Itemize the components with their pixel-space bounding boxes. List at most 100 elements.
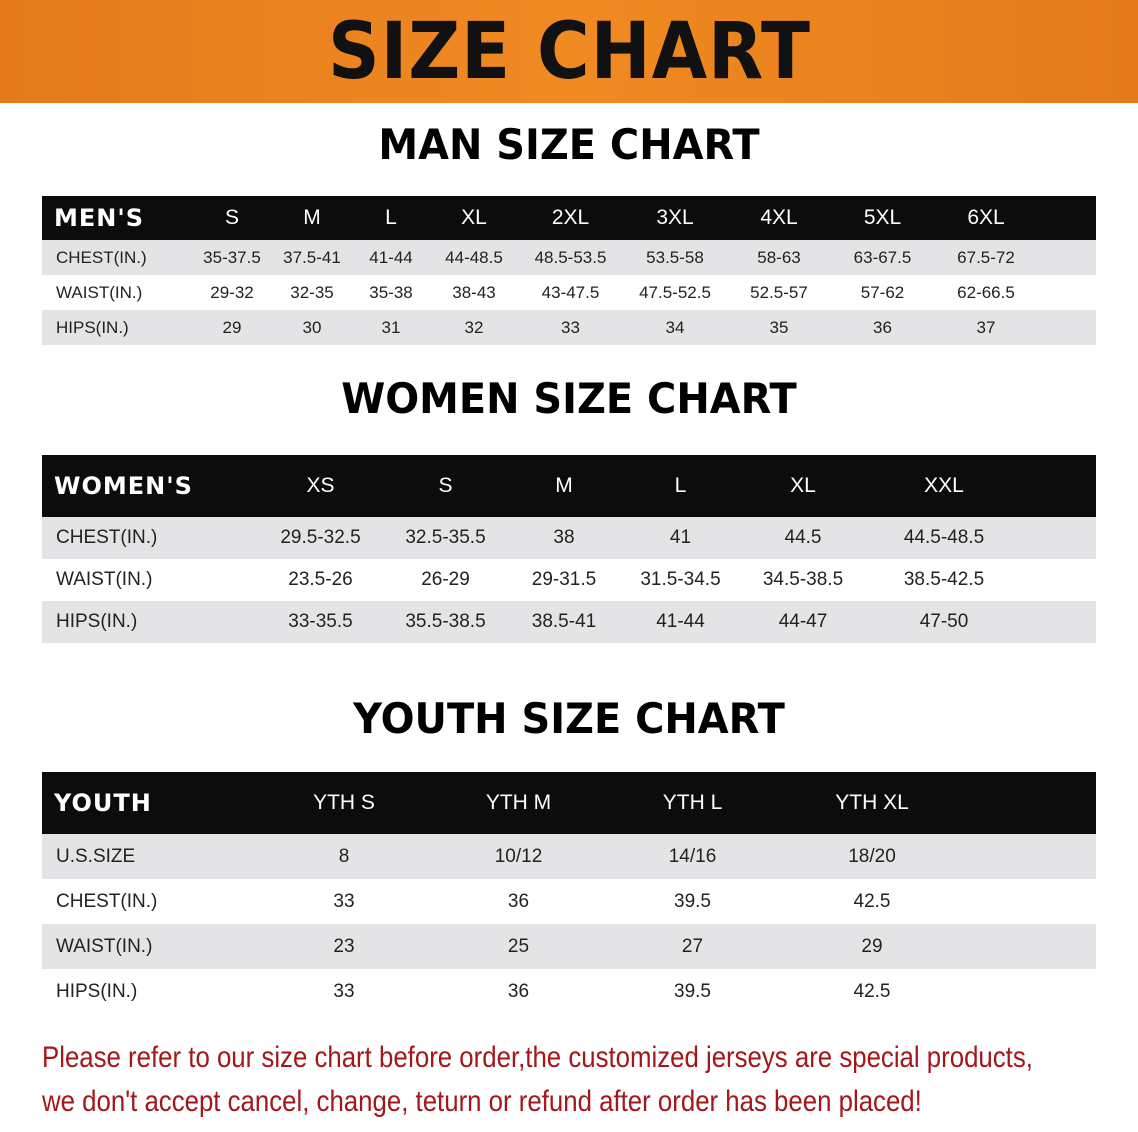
measurement-cell: 31: [352, 310, 430, 345]
measurement-cell: 39.5: [606, 879, 779, 924]
measurement-cell: 43-47.5: [518, 275, 623, 310]
measurement-cell: 36: [431, 879, 606, 924]
notice-line-1: Please refer to our size chart before or…: [42, 1041, 1033, 1074]
measurement-cell: 36: [831, 310, 934, 345]
measurement-cell: 29: [779, 924, 965, 969]
size-header: 4XL: [727, 196, 831, 240]
measurement-cell: 29: [192, 310, 272, 345]
measurement-cell: 44.5: [741, 517, 865, 559]
table-row: WAIST(IN.) 23 25 27 29: [42, 924, 1096, 969]
measurement-cell: 44.5-48.5: [865, 517, 1023, 559]
youth-section-title: YOUTH SIZE CHART: [353, 694, 785, 743]
size-header: L: [352, 196, 430, 240]
size-header: 2XL: [518, 196, 623, 240]
measurement-cell: 25: [431, 924, 606, 969]
table-row: CHEST(IN.) 35-37.5 37.5-41 41-44 44-48.5 48.5…: [42, 240, 1096, 275]
size-header: S: [383, 455, 508, 517]
women-section-title: WOMEN SIZE CHART: [341, 374, 797, 423]
table-row: WAIST(IN.) 23.5-26 26-29 29-31.5 31.5-34.5 34…: [42, 559, 1096, 601]
size-header: YTH M: [431, 772, 606, 834]
measurement-cell: 37.5-41: [272, 240, 352, 275]
measurement-cell: 37: [934, 310, 1038, 345]
size-chart-banner: SIZE CHART: [0, 0, 1138, 103]
table-row: HIPS(IN.) 33-35.5 35.5-38.5 38.5-41 41-44 44-…: [42, 601, 1096, 643]
measurement-cell: 27: [606, 924, 779, 969]
measurement-cell: 29-31.5: [508, 559, 620, 601]
men-section-title: MAN SIZE CHART: [378, 120, 760, 169]
size-header: 6XL: [934, 196, 1038, 240]
size-header: L: [620, 455, 741, 517]
measurement-cell: 36: [431, 969, 606, 1014]
row-label: HIPS(IN.): [42, 969, 257, 1014]
men-header-row: MEN'S S M L XL 2XL 3XL 4XL 5XL 6XL: [42, 196, 1096, 240]
measurement-cell: 42.5: [779, 879, 965, 924]
measurement-cell: 35.5-38.5: [383, 601, 508, 643]
measurement-cell: 42.5: [779, 969, 965, 1014]
measurement-cell: 18/20: [779, 834, 965, 879]
measurement-cell: 8: [257, 834, 431, 879]
measurement-cell: 32-35: [272, 275, 352, 310]
measurement-cell: 44-47: [741, 601, 865, 643]
row-label: CHEST(IN.): [42, 517, 258, 559]
table-row: CHEST(IN.) 29.5-32.5 32.5-35.5 38 41 44.5 44.5…: [42, 517, 1096, 559]
measurement-cell: 41: [620, 517, 741, 559]
measurement-cell: 58-63: [727, 240, 831, 275]
size-header: YTH L: [606, 772, 779, 834]
measurement-cell: 57-62: [831, 275, 934, 310]
measurement-cell: 30: [272, 310, 352, 345]
banner-title: SIZE CHART: [327, 6, 811, 97]
measurement-cell: 38.5-41: [508, 601, 620, 643]
measurement-cell: 33: [257, 969, 431, 1014]
measurement-cell: 38: [508, 517, 620, 559]
measurement-cell: 39.5: [606, 969, 779, 1014]
size-header: XXL: [865, 455, 1023, 517]
measurement-cell: 52.5-57: [727, 275, 831, 310]
measurement-cell: 32.5-35.5: [383, 517, 508, 559]
measurement-cell: 38.5-42.5: [865, 559, 1023, 601]
notice-line-2: we don't accept cancel, change, teturn o…: [42, 1085, 922, 1118]
measurement-cell: 53.5-58: [623, 240, 727, 275]
row-label: U.S.SIZE: [42, 834, 257, 879]
size-header: 3XL: [623, 196, 727, 240]
measurement-cell: 63-67.5: [831, 240, 934, 275]
measurement-cell: 33: [257, 879, 431, 924]
measurement-cell: 48.5-53.5: [518, 240, 623, 275]
size-header: 5XL: [831, 196, 934, 240]
measurement-cell: 67.5-72: [934, 240, 1038, 275]
size-header: YTH XL: [779, 772, 965, 834]
measurement-cell: 33: [518, 310, 623, 345]
measurement-cell: 26-29: [383, 559, 508, 601]
row-label: CHEST(IN.): [42, 240, 192, 275]
row-label: CHEST(IN.): [42, 879, 257, 924]
measurement-cell: 34.5-38.5: [741, 559, 865, 601]
table-row: CHEST(IN.) 33 36 39.5 42.5: [42, 879, 1096, 924]
men-header-label: MEN'S: [42, 196, 192, 240]
measurement-cell: 35-38: [352, 275, 430, 310]
measurement-cell: 38-43: [430, 275, 518, 310]
row-label: HIPS(IN.): [42, 310, 192, 345]
measurement-cell: 31.5-34.5: [620, 559, 741, 601]
youth-header-row: YOUTH YTH S YTH M YTH L YTH XL: [42, 772, 1096, 834]
size-header: XL: [741, 455, 865, 517]
row-label: HIPS(IN.): [42, 601, 258, 643]
size-header: XL: [430, 196, 518, 240]
measurement-cell: 47.5-52.5: [623, 275, 727, 310]
table-row: HIPS(IN.) 29 30 31 32 33 34 35 36 37: [42, 310, 1096, 345]
measurement-cell: 35: [727, 310, 831, 345]
size-header: S: [192, 196, 272, 240]
measurement-cell: 35-37.5: [192, 240, 272, 275]
measurement-cell: 62-66.5: [934, 275, 1038, 310]
measurement-cell: 41-44: [620, 601, 741, 643]
measurement-cell: 29.5-32.5: [258, 517, 383, 559]
youth-header-label: YOUTH: [42, 772, 257, 834]
size-header: M: [272, 196, 352, 240]
row-label: WAIST(IN.): [42, 559, 258, 601]
row-label: WAIST(IN.): [42, 275, 192, 310]
size-header: YTH S: [257, 772, 431, 834]
youth-size-table: YOUTH YTH S YTH M YTH L YTH XL U.S.SIZE 8 10/12…: [42, 772, 1096, 1014]
women-header-label: WOMEN'S: [42, 455, 258, 517]
women-size-table: WOMEN'S XS S M L XL XXL CHEST(IN.) 29.5-32.5 32.5…: [42, 455, 1096, 643]
size-header: M: [508, 455, 620, 517]
size-header: XS: [258, 455, 383, 517]
measurement-cell: 29-32: [192, 275, 272, 310]
